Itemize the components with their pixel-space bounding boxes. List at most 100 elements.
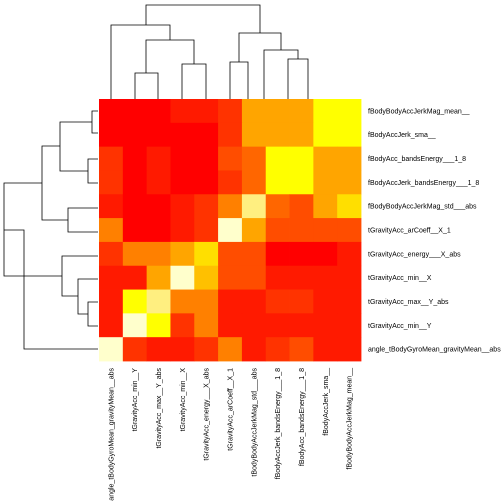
heatmap-cell: [289, 337, 314, 362]
column-label: tGravityAcc_arCoeff__X_1: [228, 368, 235, 451]
heatmap-cell: [241, 99, 267, 124]
heatmap-cell: [122, 99, 148, 124]
row-dendrogram-branch: [87, 158, 98, 184]
row-label: fBodyAcc_bandsEnergy___1_8: [368, 156, 466, 163]
heatmap-cell: [265, 313, 290, 338]
heatmap-cell: [218, 122, 243, 148]
heatmap-cell: [265, 122, 290, 148]
heatmap-cell: [265, 289, 290, 314]
column-label: angle_tBodyGyroMean_gravityMean__abs: [108, 368, 115, 501]
col-dendrogram-branch: [145, 4, 261, 33]
heatmap-cell: [265, 99, 290, 124]
row-dendrogram-branch: [3, 182, 62, 277]
col-dendrogram-branch: [263, 49, 299, 99]
heatmap-cell: [241, 265, 267, 290]
heatmap-cell: [170, 146, 195, 171]
heatmap-cells: [99, 99, 362, 362]
col-dendrogram-branch: [134, 72, 159, 99]
heatmap-cell: [99, 218, 124, 243]
heatmap-cell: [122, 122, 148, 148]
heatmap-cell: [122, 337, 148, 362]
heatmap-cell: [289, 146, 314, 171]
heatmap-cell: [337, 122, 362, 148]
heatmap-cell: [218, 289, 243, 314]
row-label: tGravityAcc_min__Y: [368, 323, 432, 330]
heatmap-cell: [313, 241, 338, 267]
heatmap-cell: [289, 170, 314, 195]
column-label: tGravityAcc_min__Y: [132, 368, 139, 432]
heatmap-cell: [218, 241, 243, 267]
col-dendrogram-branch: [145, 39, 195, 73]
row-dendrogram: [3, 110, 98, 350]
heatmap-cell: [170, 194, 195, 219]
heatmap-cell: [194, 218, 219, 243]
row-label: fBodyBodyAccJerkMag_mean__: [368, 108, 470, 115]
heatmap-cell: [122, 289, 148, 314]
heatmap-cell: [99, 313, 124, 338]
heatmap-cell: [170, 313, 195, 338]
column-label: fBodyAccJerk_sma__: [323, 368, 330, 436]
heatmap-cell: [337, 265, 362, 290]
row-label: tGravityAcc_energy___X_abs: [368, 251, 461, 258]
heatmap-cell: [289, 194, 314, 219]
row-labels: fBodyBodyAccJerkMag_mean__ fBodyAccJerk_s…: [368, 108, 501, 353]
col-dendrogram-branch: [287, 58, 309, 99]
heatmap-cell: [122, 313, 148, 338]
heatmap-cell: [122, 218, 148, 243]
row-dendrogram-branch: [67, 207, 98, 233]
heatmap-cell: [146, 99, 171, 124]
heatmap-cell: [194, 194, 219, 219]
heatmap-cell: [170, 289, 195, 314]
heatmap-cell: [170, 99, 195, 124]
row-label: fBodyBodyAccJerkMag_std___abs: [368, 204, 477, 211]
heatmap-cell: [337, 146, 362, 171]
heatmap-cell: [241, 194, 267, 219]
heatmap-cell: [313, 99, 338, 124]
heatmap-cell: [146, 241, 171, 267]
heatmap-cell: [218, 265, 243, 290]
heatmap-cell: [337, 289, 362, 314]
heatmap-cell: [170, 337, 195, 362]
heatmap-cell: [194, 146, 219, 171]
heatmap-cell: [194, 313, 219, 338]
heatmap-cell: [241, 289, 267, 314]
heatmap-cell: [265, 146, 290, 171]
heatmap-cell: [241, 146, 267, 171]
heatmap-cell: [146, 289, 171, 314]
heatmap-cell: [218, 146, 243, 171]
heatmap-cell: [313, 146, 338, 171]
heatmap-cell: [194, 241, 219, 267]
heatmap-cell: [265, 241, 290, 267]
heatmap-cell: [337, 99, 362, 124]
column-labels: angle_tBodyGyroMean_gravityMean__abs tGra…: [108, 368, 353, 501]
heatmap-cell: [122, 170, 148, 195]
column-label: fBodyBodyAccJerkMag_mean__: [347, 368, 354, 470]
heatmap-cell: [241, 122, 267, 148]
row-label: angle_tBodyGyroMean_gravityMean__abs: [368, 347, 501, 354]
heatmap-cell: [289, 265, 314, 290]
heatmap-cell: [313, 170, 338, 195]
heatmap-cell: [170, 170, 195, 195]
heatmap-cell: [122, 146, 148, 171]
heatmap-cell: [337, 241, 362, 267]
row-label: tGravityAcc_max__Y_abs: [368, 299, 449, 306]
heatmap-cell: [146, 146, 171, 171]
heatmap-cell: [265, 265, 290, 290]
heatmap-cell: [241, 313, 267, 338]
heatmap-cell: [241, 170, 267, 195]
heatmap-cell: [241, 241, 267, 267]
heatmap-cell: [337, 337, 362, 362]
heatmap-cell: [313, 289, 338, 314]
heatmap-cell: [99, 194, 124, 219]
heatmap-cell: [289, 99, 314, 124]
heatmap-cell: [218, 170, 243, 195]
heatmap-cell: [218, 218, 243, 243]
heatmap-cell: [265, 170, 290, 195]
row-dendrogram-branch: [87, 301, 98, 327]
heatmap-cell: [146, 218, 171, 243]
heatmap-cell: [265, 337, 290, 362]
heatmap-cell: [194, 99, 219, 124]
heatmap-cell: [99, 122, 124, 148]
heatmap-cell: [194, 170, 219, 195]
